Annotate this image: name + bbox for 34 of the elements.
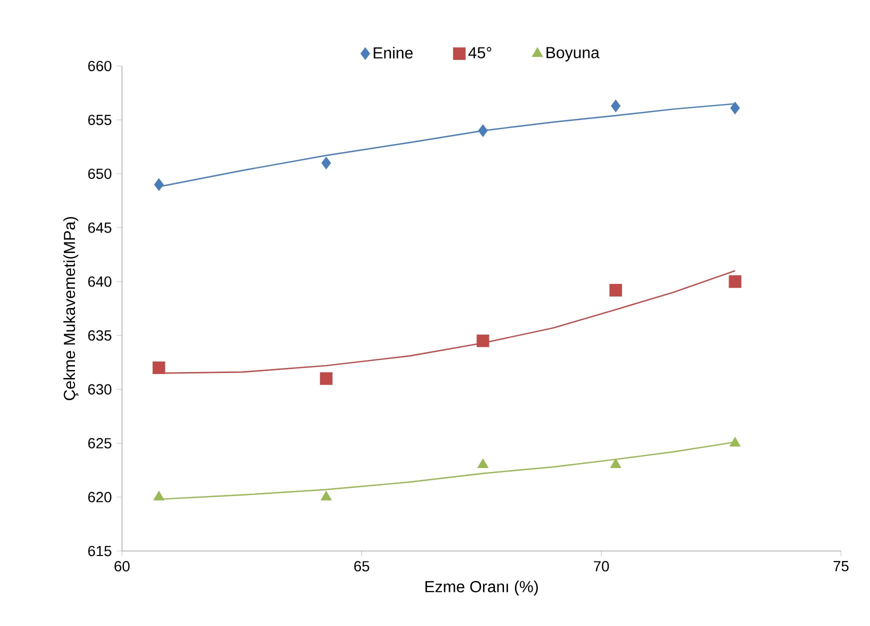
point [321,156,331,170]
point [730,102,740,114]
x-axis-title: Ezme Oranı (%) [425,580,538,596]
point [730,436,741,446]
point [152,362,166,374]
point [609,284,622,296]
y-tick-label: 650 [88,168,112,179]
point [153,490,164,500]
y-tick-label: 635 [88,330,112,341]
point [610,458,622,468]
x-tick-label: 60 [114,561,130,572]
y-tick-label: 620 [88,492,112,502]
y-tick-label: 640 [88,276,112,287]
x-tick-label: 65 [354,561,370,572]
y-axis-title: Çekme Mukavemeti(MPa) [63,217,78,400]
legend-label: Enine [374,46,413,59]
y-tick-label: 630 [88,384,112,395]
y-tick-label: 615 [88,546,112,556]
x-tick-label: 75 [834,561,849,572]
point [476,334,490,348]
point [154,178,164,191]
point [320,372,332,385]
legend-label: 45° [468,47,492,58]
legend-label: Boyuna [546,47,600,62]
y-tick-label: 655 [88,114,112,126]
point [728,275,742,288]
x-tick-label: 70 [594,561,609,572]
y-tick-label: 625 [88,438,112,448]
y-tick-label: 660 [88,60,112,72]
y-tick-label: 645 [88,222,112,233]
point [478,124,488,137]
point [477,458,488,468]
point [320,490,332,500]
point [610,100,620,112]
